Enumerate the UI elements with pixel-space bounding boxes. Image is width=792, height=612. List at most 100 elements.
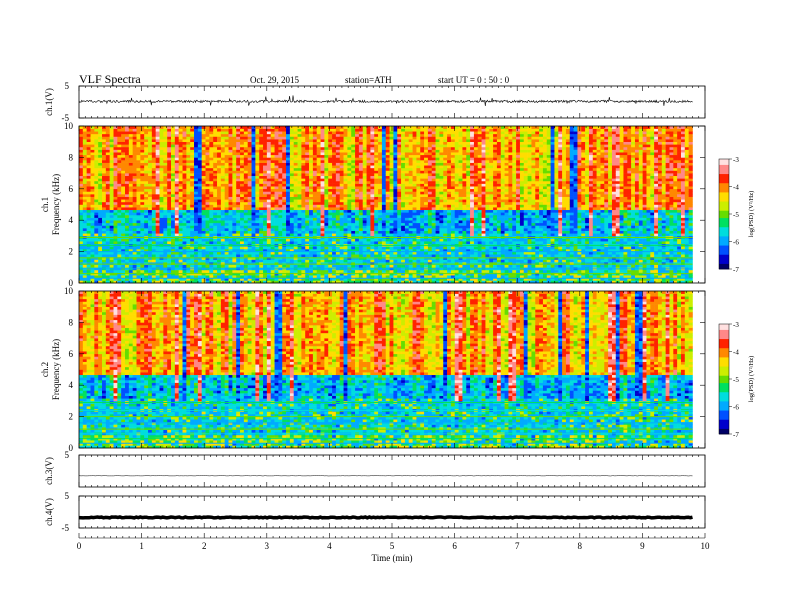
- spectrogram-cell: [129, 225, 133, 228]
- spectrogram-cell: [267, 131, 271, 134]
- spectrogram-cell: [83, 136, 87, 139]
- spectrogram-cell: [110, 168, 114, 171]
- spectrogram-cell: [148, 150, 152, 153]
- spectrogram-cell: [351, 152, 355, 155]
- spectrogram-cell: [344, 155, 348, 158]
- spectrogram-cell: [94, 265, 98, 268]
- spectrogram-cell: [370, 144, 374, 147]
- spectrogram-cell: [236, 212, 240, 215]
- spectrogram-cell: [367, 233, 371, 236]
- spectrogram-cell: [282, 160, 286, 163]
- spectrogram-cell: [152, 170, 156, 173]
- spectrogram-cell: [229, 150, 233, 153]
- spectrogram-cell: [87, 168, 91, 171]
- spectrogram-cell: [344, 275, 348, 278]
- spectrogram-cell: [236, 184, 240, 187]
- spectrogram-cell: [275, 265, 279, 268]
- spectrogram-cell: [144, 139, 148, 142]
- spectrogram-cell: [336, 139, 340, 142]
- spectrogram-cell: [232, 168, 236, 171]
- spectrogram-cell: [332, 191, 336, 194]
- spectrogram-cell: [198, 259, 202, 262]
- spectrogram-cell: [305, 189, 309, 192]
- spectrogram-cell: [206, 150, 210, 153]
- spectrogram-cell: [344, 212, 348, 215]
- spectrogram-cell: [125, 160, 129, 163]
- spectrogram-cell: [370, 218, 374, 221]
- spectrogram-cell: [148, 142, 152, 145]
- spectrogram-cell: [344, 220, 348, 223]
- spectrogram-cell: [324, 155, 328, 158]
- spectrogram-cell: [148, 265, 152, 268]
- spectrogram-cell: [140, 163, 144, 166]
- spectrogram-cell: [221, 218, 225, 221]
- spectrogram-cell: [282, 218, 286, 221]
- spectrogram-cell: [213, 181, 217, 184]
- spectrogram-cell: [378, 152, 382, 155]
- spectrogram-cell: [221, 231, 225, 234]
- spectrogram-cell: [324, 176, 328, 179]
- spectrogram-cell: [190, 210, 194, 213]
- spectrogram-cell: [171, 136, 175, 139]
- spectrogram-cell: [114, 184, 118, 187]
- spectrogram-cell: [83, 246, 87, 249]
- spectrogram-cell: [355, 218, 359, 221]
- spectrogram-cell: [332, 189, 336, 192]
- spectrogram-cell: [240, 184, 244, 187]
- spectrogram-cell: [133, 225, 137, 228]
- spectrogram-cell: [294, 223, 298, 226]
- spectrogram-cell: [275, 233, 279, 236]
- spectrogram-cell: [275, 150, 279, 153]
- spectrogram-cell: [305, 215, 309, 218]
- spectrogram-cell: [110, 259, 114, 262]
- spectrogram-cell: [370, 212, 374, 215]
- spectrogram-cell: [117, 254, 121, 257]
- spectrogram-cell: [340, 199, 344, 202]
- spectrogram-cell: [106, 218, 110, 221]
- spectrogram-cell: [355, 223, 359, 226]
- spectrogram-cell: [171, 147, 175, 150]
- spectrogram-cell: [148, 194, 152, 197]
- spectrogram-cell: [286, 225, 290, 228]
- spectrogram-cell: [129, 170, 133, 173]
- spectrogram-cell: [313, 199, 317, 202]
- spectrogram-cell: [328, 205, 332, 208]
- spectrogram-cell: [367, 220, 371, 223]
- spectrogram-cell: [336, 170, 340, 173]
- spectrogram-cell: [94, 142, 98, 145]
- spectrogram-cell: [175, 212, 179, 215]
- spectrogram-cell: [121, 228, 125, 231]
- spectrogram-cell: [294, 157, 298, 160]
- spectrogram-cell: [144, 215, 148, 218]
- spectrogram-cell: [370, 265, 374, 268]
- spectrogram-cell: [160, 265, 164, 268]
- spectrogram-cell: [144, 131, 148, 134]
- spectrogram-cell: [332, 207, 336, 210]
- spectrogram-cell: [344, 189, 348, 192]
- spectrogram-cell: [129, 152, 133, 155]
- spectrogram-cell: [332, 168, 336, 171]
- spectrogram-cell: [79, 191, 83, 194]
- spectrogram-cell: [140, 223, 144, 226]
- spectrogram-cell: [206, 239, 210, 242]
- spectrogram-cell: [328, 181, 332, 184]
- spectrogram-cell: [152, 210, 156, 213]
- spectrogram-cell: [140, 210, 144, 213]
- spectrogram-cell: [217, 191, 221, 194]
- spectrogram-cell: [171, 191, 175, 194]
- spectrogram-cell: [129, 197, 133, 200]
- spectrogram-cell: [244, 212, 248, 215]
- spectrogram-cell: [340, 173, 344, 176]
- spectrogram-cell: [221, 223, 225, 226]
- spectrogram-cell: [94, 225, 98, 228]
- spectrogram-cell: [125, 218, 129, 221]
- spectrogram-cell: [190, 142, 194, 145]
- spectrogram-cell: [321, 202, 325, 205]
- spectrogram-cell: [324, 139, 328, 142]
- spectrogram-cell: [248, 163, 252, 166]
- spectrogram-cell: [363, 220, 367, 223]
- spectrogram-cell: [263, 194, 267, 197]
- spectrogram-cell: [340, 178, 344, 181]
- spectrogram-cell: [102, 259, 106, 262]
- spectrogram-cell: [225, 254, 229, 257]
